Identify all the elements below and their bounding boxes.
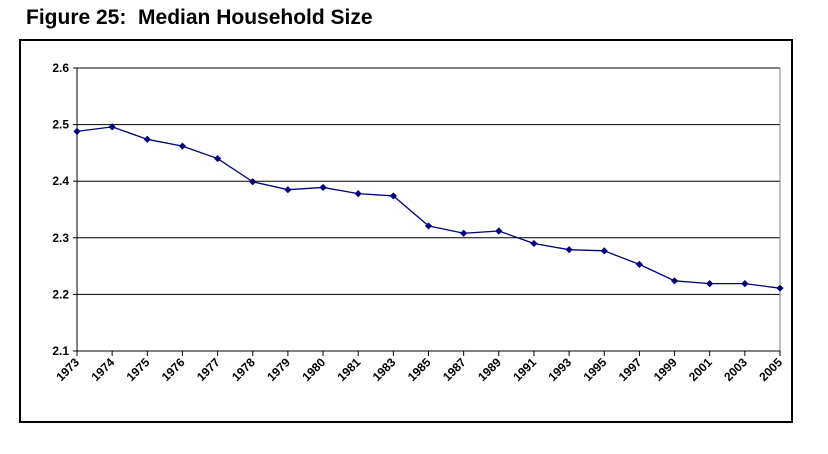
y-tick-label: 2.5 <box>52 118 69 132</box>
data-point <box>214 154 222 163</box>
data-point <box>284 186 292 194</box>
x-tick-label: 1976 <box>159 355 188 384</box>
series-line <box>76 126 781 289</box>
x-tick-label: 1985 <box>405 355 434 384</box>
y-tick-label: 2.1 <box>52 344 69 358</box>
x-tick-label: 1991 <box>510 355 539 384</box>
x-tick-label: 1975 <box>124 355 153 384</box>
data-point <box>319 183 327 192</box>
y-tick-label: 2.3 <box>52 231 69 245</box>
x-tick-label: 1995 <box>581 355 610 384</box>
x-axis-ticks: 1973 1974 1975 1976 1977 1978 1979 1980 1981 1983… <box>53 355 785 384</box>
data-point <box>530 239 538 248</box>
x-tick-label: 1974 <box>88 355 117 384</box>
x-tick-label: 1999 <box>651 355 680 384</box>
gridlines <box>77 67 780 352</box>
data-point <box>741 280 749 288</box>
data-point <box>460 229 468 237</box>
chart-frame <box>19 39 793 423</box>
data-point <box>73 127 81 135</box>
x-tick-label: 2005 <box>756 355 785 384</box>
data-point <box>143 135 151 143</box>
y-axis-ticks: 2.1 2.2 2.3 2.4 2.5 2.6 <box>52 61 69 358</box>
x-tick-label: 1980 <box>299 355 328 384</box>
x-tick-label: 1981 <box>335 355 364 384</box>
axes <box>73 67 781 356</box>
data-point <box>776 284 784 292</box>
data-point <box>389 192 397 200</box>
y-tick-label: 2.6 <box>52 61 69 75</box>
data-point <box>706 280 714 288</box>
data-point <box>635 260 643 269</box>
data-point <box>108 123 116 131</box>
data-point <box>249 178 257 186</box>
data-point <box>424 222 433 230</box>
figure-title: Figure 25: Median Household Size <box>26 6 373 29</box>
x-tick-label: 1983 <box>370 355 399 384</box>
y-tick-label: 2.4 <box>52 174 69 188</box>
data-point <box>600 247 608 255</box>
x-tick-label: 1979 <box>264 355 293 384</box>
x-tick-label: 1987 <box>440 355 469 384</box>
x-tick-label: 1989 <box>475 355 504 384</box>
x-tick-label: 1978 <box>229 355 258 384</box>
data-point <box>354 190 362 198</box>
data-point <box>178 142 187 150</box>
x-tick-label: 1973 <box>53 355 82 384</box>
data-point <box>495 227 503 235</box>
data-point <box>670 277 679 285</box>
x-tick-label: 1993 <box>545 355 574 384</box>
data-point <box>565 246 573 254</box>
x-tick-label: 1997 <box>616 355 645 384</box>
x-tick-label: 2003 <box>721 355 750 384</box>
x-tick-label: 2001 <box>686 355 715 384</box>
series-group <box>73 123 784 292</box>
y-tick-label: 2.2 <box>52 287 69 301</box>
x-tick-label: 1977 <box>194 355 223 384</box>
